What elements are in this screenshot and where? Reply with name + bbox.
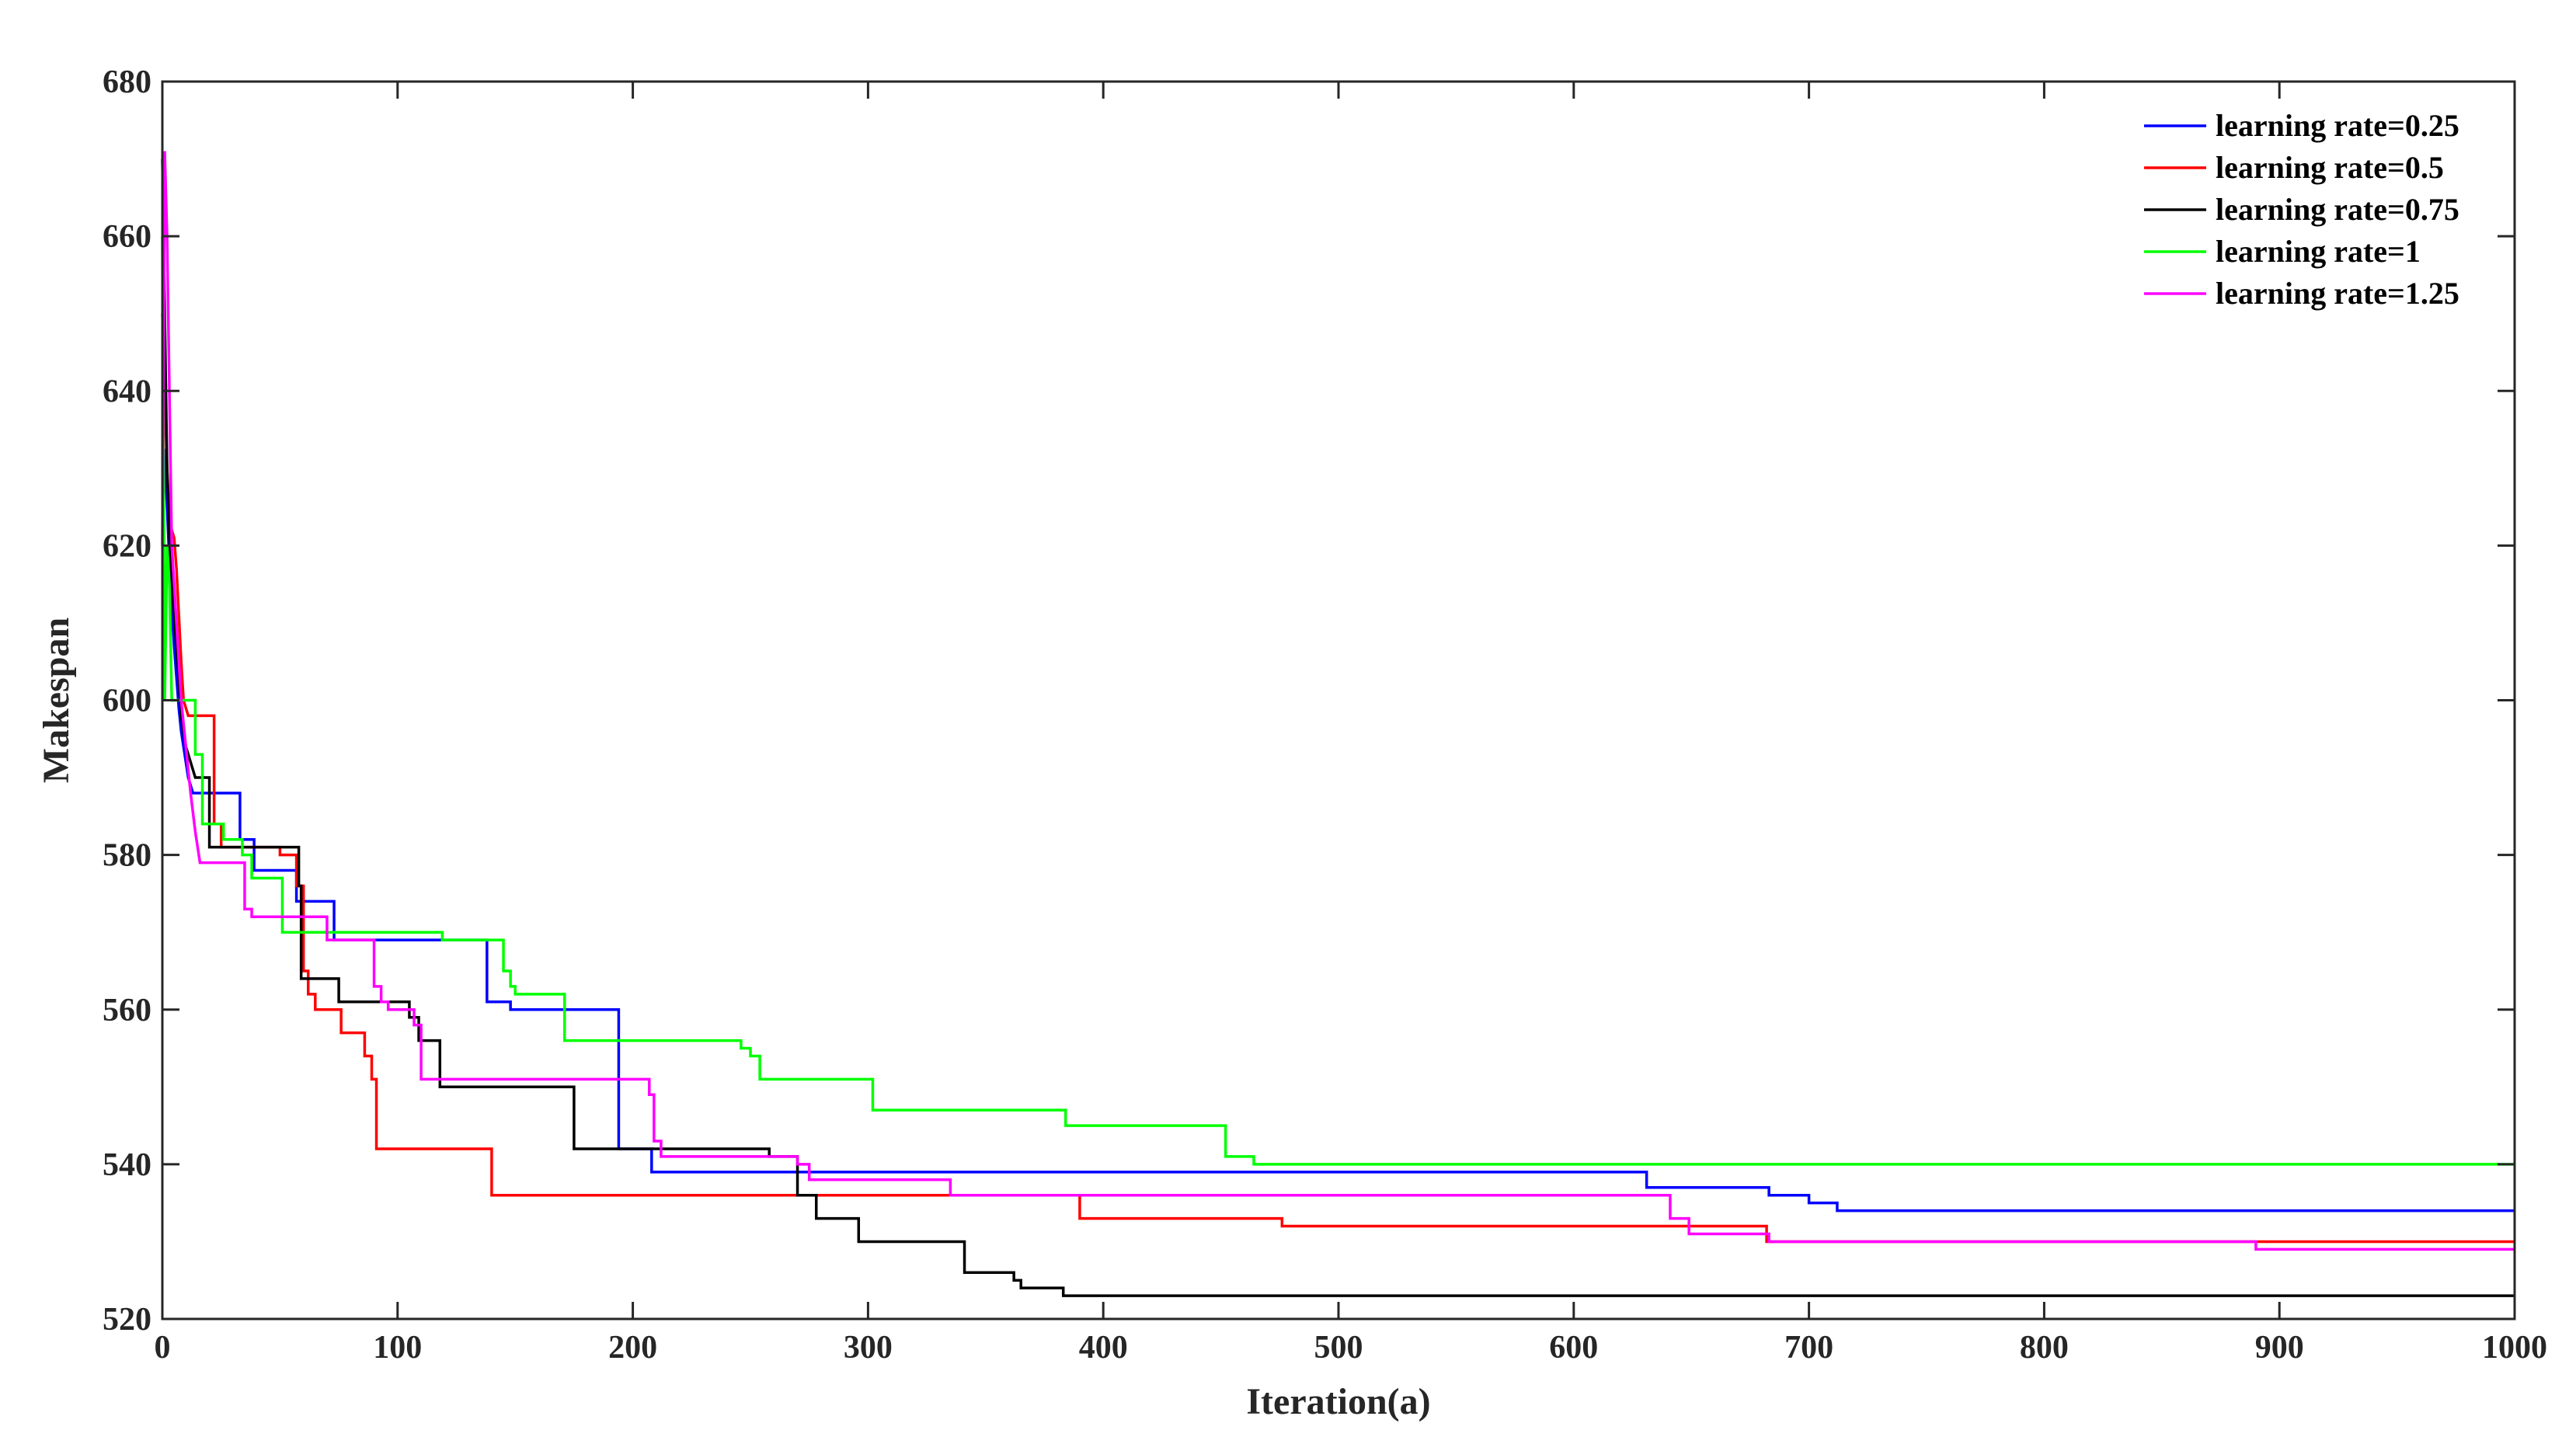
legend-label-4: learning rate=1 <box>2216 234 2421 269</box>
legend: learning rate=0.25 learning rate=0.5 learn… <box>2144 108 2459 311</box>
x-tick-label: 700 <box>1784 1330 1833 1366</box>
x-tick-label: 100 <box>373 1330 422 1366</box>
x-tick-label: 400 <box>1079 1330 1128 1366</box>
y-tick-label: 660 <box>103 219 151 255</box>
y-tick-label: 640 <box>103 374 151 409</box>
legend-label-1: learning rate=0.25 <box>2216 108 2459 143</box>
x-tick-label: 900 <box>2255 1330 2304 1366</box>
legend-label-5: learning rate=1.25 <box>2216 276 2459 311</box>
legend-label-2: learning rate=0.5 <box>2216 150 2444 185</box>
x-axis-label: Iteration(a) <box>1246 1381 1430 1422</box>
y-tick-label: 560 <box>103 993 151 1028</box>
y-tick-label: 600 <box>103 684 151 719</box>
legend-label-3: learning rate=0.75 <box>2216 192 2459 227</box>
series-line-1 <box>161 444 2515 1213</box>
y-axis-label: Makespan <box>36 618 77 783</box>
x-tick-label: 800 <box>2020 1330 2069 1366</box>
series-layer <box>161 151 2515 1297</box>
y-tick-label: 520 <box>103 1302 151 1338</box>
series-line-3 <box>161 158 2515 1297</box>
series-line-5 <box>161 151 2515 1251</box>
x-tick-label: 1000 <box>2482 1330 2547 1366</box>
x-tick-label: 200 <box>608 1330 657 1366</box>
series-line-2 <box>161 313 2515 1244</box>
x-tick-label: 500 <box>1314 1330 1363 1366</box>
y-tick-label: 680 <box>103 64 151 100</box>
x-tick-label: 0 <box>155 1330 171 1366</box>
plot-frame <box>161 80 2516 1321</box>
x-tick-label: 600 <box>1549 1330 1598 1366</box>
series-line-4 <box>161 236 2515 1166</box>
y-tick-label: 540 <box>103 1147 151 1183</box>
x-tick-label: 300 <box>844 1330 893 1366</box>
y-tick-label: 580 <box>103 838 151 874</box>
y-tick-label: 620 <box>103 528 151 564</box>
axes-layer: 0 100 200 300 400 500 600 700 800 900 1000 520 540 56… <box>103 64 2547 1366</box>
